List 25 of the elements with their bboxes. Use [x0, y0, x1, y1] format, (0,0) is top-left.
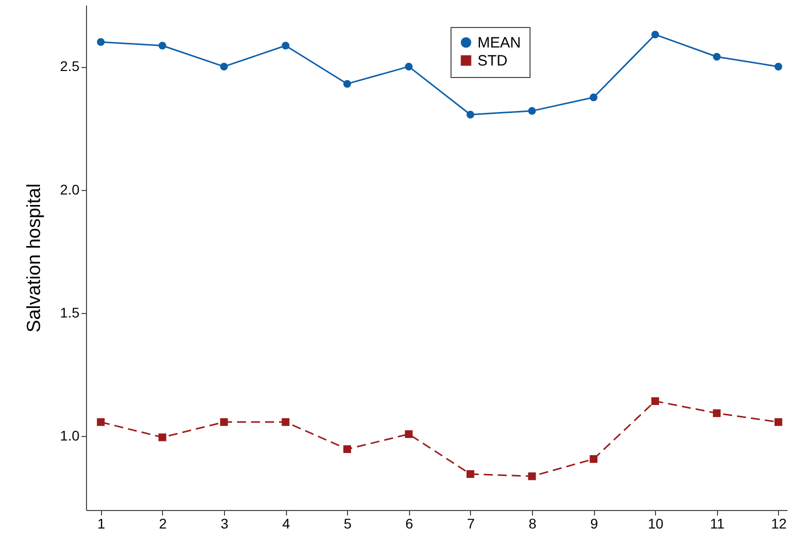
x-tick-label: 6: [405, 516, 414, 532]
x-tick-label: 11: [710, 516, 725, 532]
point: [282, 418, 290, 426]
x-tick-label: 8: [528, 516, 537, 532]
x-tick-label: 2: [158, 516, 167, 532]
x-tick-label: 7: [466, 516, 475, 532]
y-tick-label: 2.0: [60, 181, 80, 198]
y-axis-title: Salvation hospital: [24, 184, 46, 332]
x-tick-label: 12: [771, 516, 787, 532]
legend-label: MEAN: [478, 34, 521, 52]
y-tick-label: 2.5: [60, 58, 80, 74]
point: [590, 455, 598, 463]
y-tick-label: 1.5: [60, 304, 80, 320]
point: [466, 470, 474, 478]
x-tick-label: 4: [282, 516, 290, 532]
legend-label: STD: [478, 52, 508, 70]
x-tick-label: 3: [220, 516, 229, 532]
x-tick-label: 10: [648, 516, 664, 532]
point: [96, 418, 105, 426]
point: [220, 418, 228, 426]
point: [774, 418, 782, 426]
x-tick-label: 1: [97, 516, 106, 532]
x-tick-label: 9: [590, 516, 598, 532]
x-tick-label: 5: [344, 516, 352, 532]
y-tick-label: 1.0: [60, 428, 80, 444]
